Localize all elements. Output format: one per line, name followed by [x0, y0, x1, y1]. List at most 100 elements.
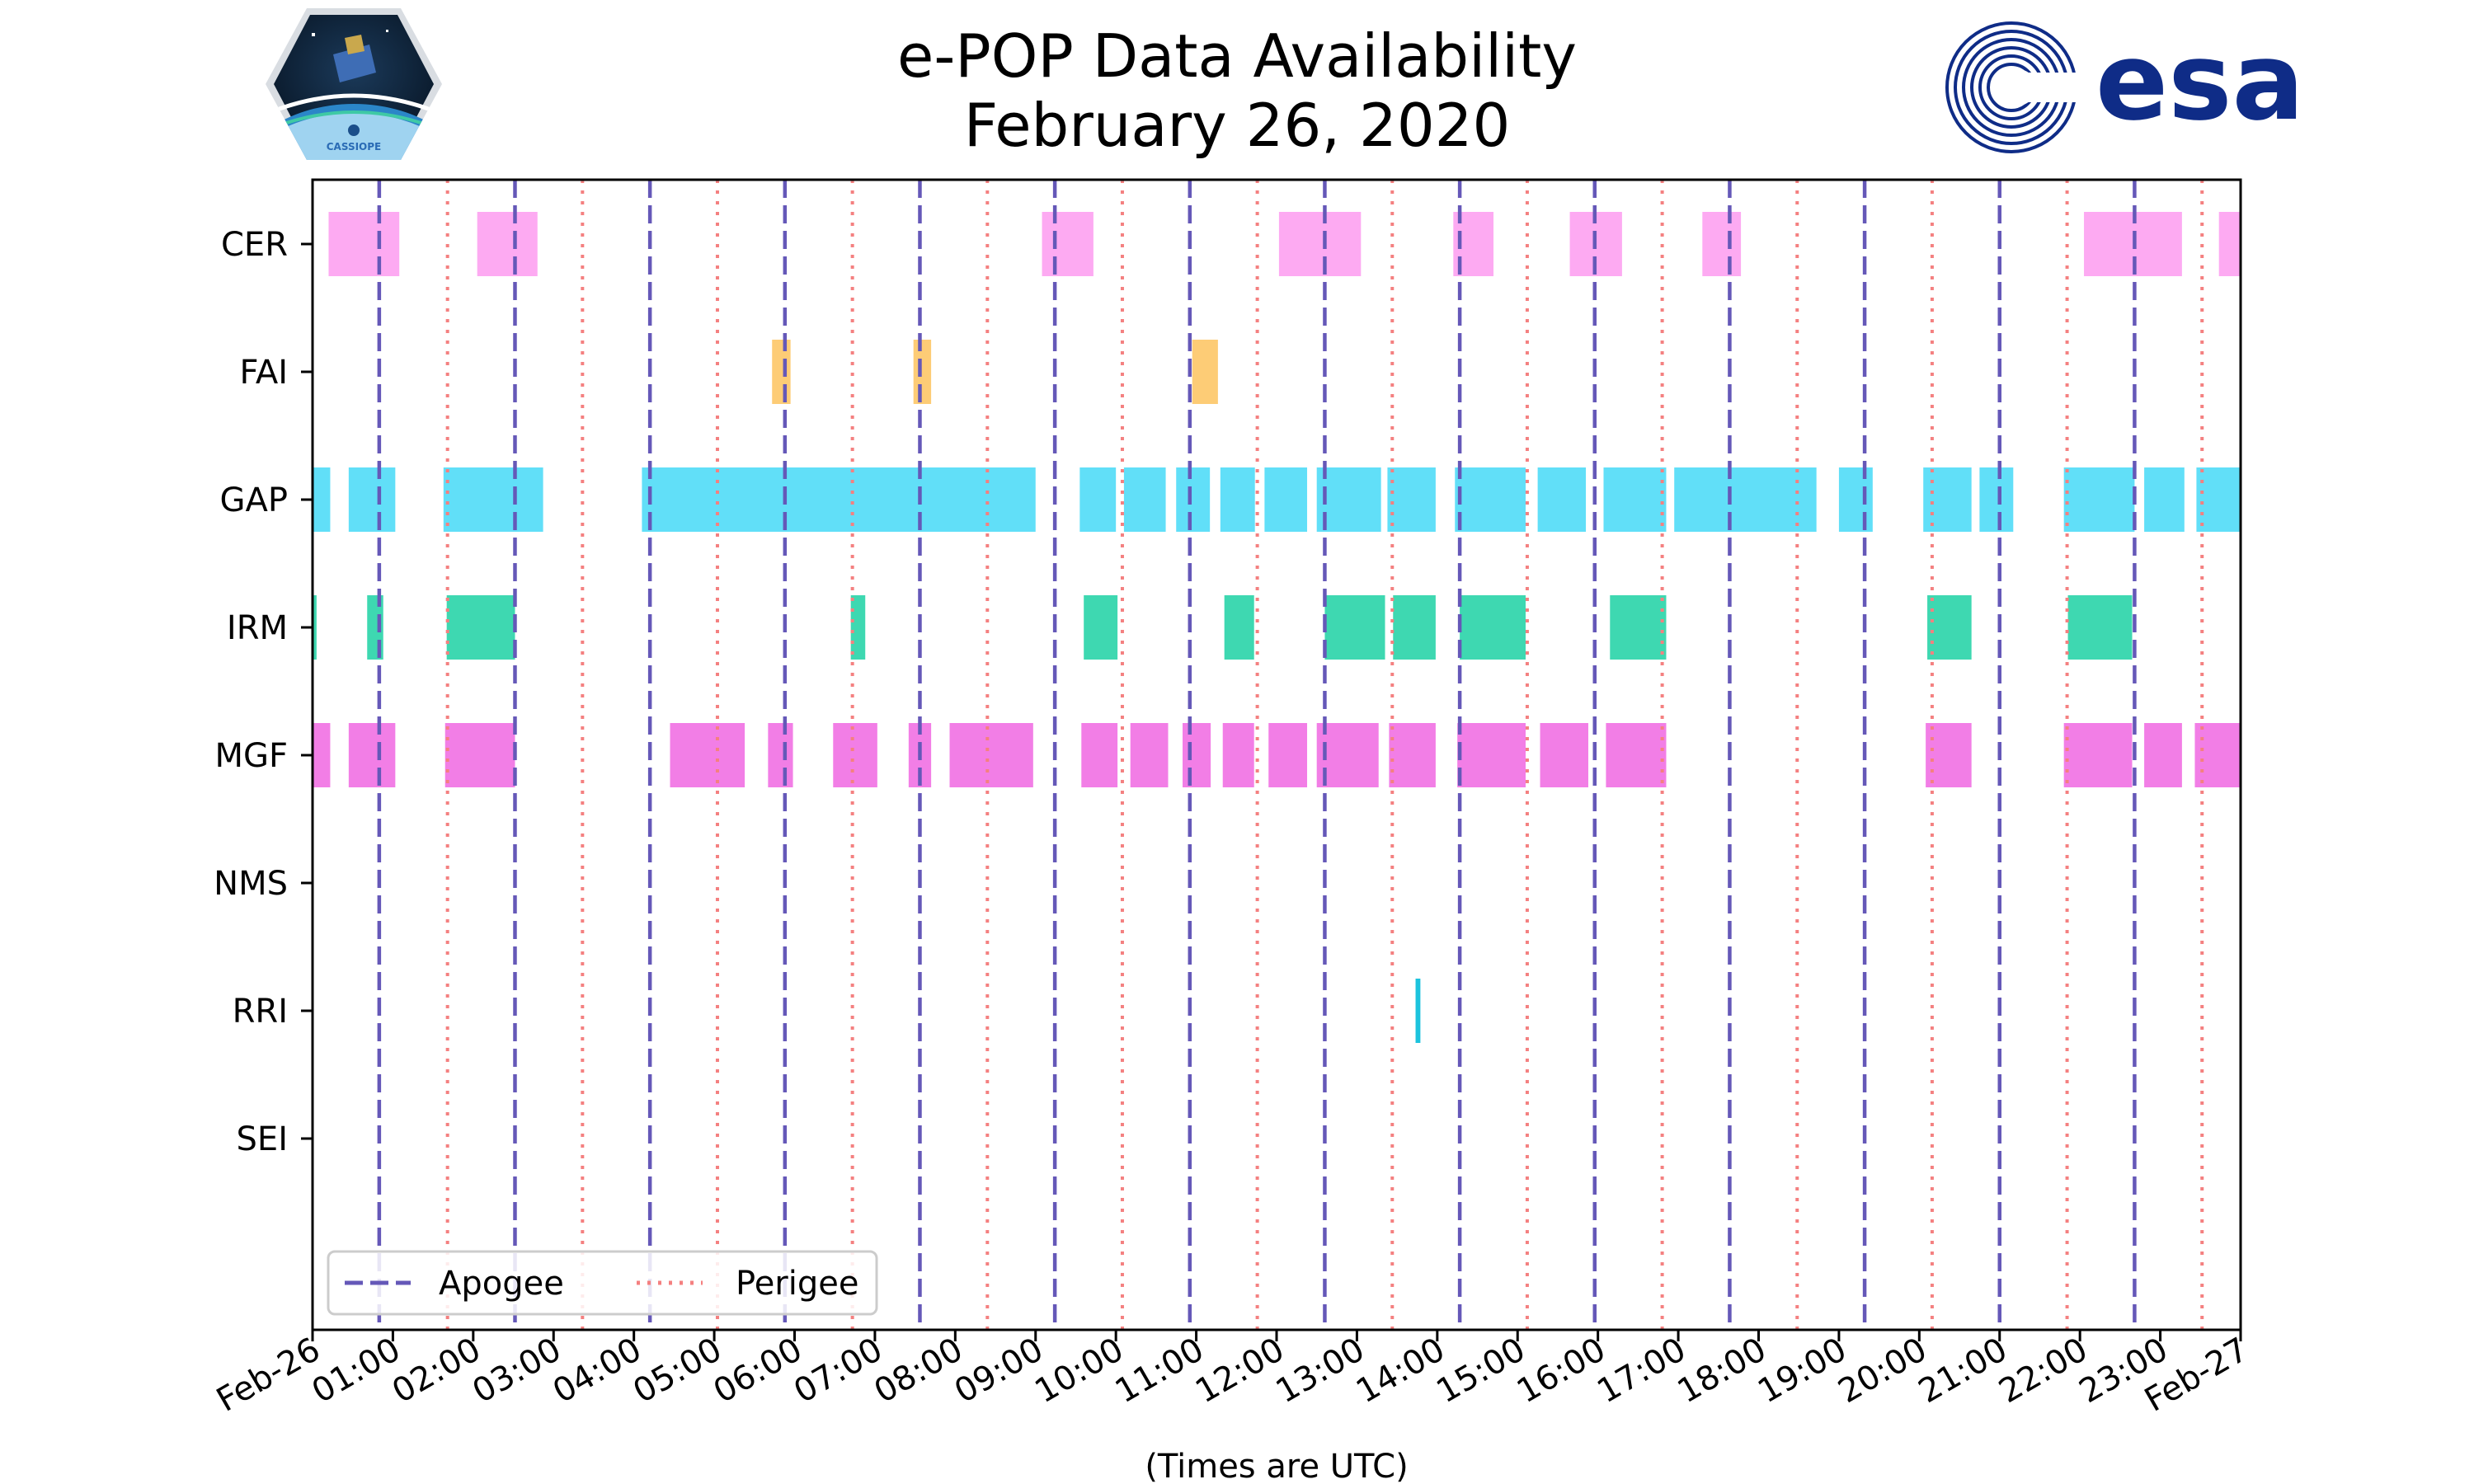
chart-title-line-1: e-POP Data Availability — [897, 21, 1577, 91]
x-tick-label-5: 05:00 — [627, 1331, 728, 1411]
bar-gap-7 — [1220, 467, 1255, 532]
x-tick-label-7: 07:00 — [788, 1331, 889, 1411]
bar-irm-9 — [1610, 595, 1667, 660]
bar-gap-13 — [1603, 467, 1667, 532]
bar-gap-1 — [348, 467, 396, 532]
bar-gap-16 — [1923, 467, 1972, 532]
x-tick-label-12: 12:00 — [1189, 1331, 1291, 1411]
bar-mgf-16 — [1540, 723, 1588, 787]
bar-mgf-1 — [348, 723, 396, 787]
bar-mgf-12 — [1268, 723, 1308, 787]
bar-cer-2 — [1042, 212, 1094, 276]
orbit-lines-layer — [377, 180, 2204, 1330]
y-tick-label-rri: RRI — [233, 993, 288, 1031]
y-tick-label-irm: IRM — [227, 609, 288, 647]
chart-title-line-2: February 26, 2020 — [963, 91, 1511, 160]
bar-irm-6 — [1324, 595, 1385, 660]
bar-mgf-11 — [1222, 723, 1254, 787]
bar-gap-15 — [1838, 467, 1873, 532]
x-tick-label-17: 17:00 — [1591, 1331, 1692, 1411]
bar-gap-4 — [1079, 467, 1117, 532]
y-axis: CER FAI GAP IRM MGF NMS RRI SEI — [214, 226, 313, 1158]
bar-gap-0 — [313, 467, 331, 532]
bar-cer-0 — [328, 212, 400, 276]
x-tick-label-22: 22:00 — [1992, 1331, 2094, 1411]
bar-mgf-2 — [444, 723, 515, 787]
x-tick-label-15: 15:00 — [1430, 1331, 1531, 1411]
bar-irm-2 — [446, 595, 515, 660]
bar-irm-0 — [313, 595, 317, 660]
x-tick-label-0: Feb-26 — [210, 1331, 327, 1420]
x-axis-label: (Times are UTC) — [1145, 1448, 1408, 1484]
bar-gap-5 — [1123, 467, 1166, 532]
bar-mgf-7 — [949, 723, 1033, 787]
bar-irm-11 — [2067, 595, 2133, 660]
bar-gap-6 — [1176, 467, 1211, 532]
bars-layer — [313, 212, 2241, 1043]
x-tick-label-6: 06:00 — [708, 1331, 809, 1411]
bar-mgf-4 — [768, 723, 793, 787]
y-tick-label-nms: NMS — [214, 865, 288, 903]
x-axis: Feb-2601:0002:0003:0004:0005:0006:0007:0… — [210, 1330, 2255, 1420]
x-tick-label-1: 01:00 — [306, 1331, 407, 1411]
esa-logo-text: esa — [2095, 19, 2304, 144]
bar-gap-12 — [1537, 467, 1587, 532]
bar-mgf-14 — [1389, 723, 1436, 787]
x-tick-label-11: 11:00 — [1109, 1331, 1211, 1411]
x-tick-label-9: 09:00 — [948, 1331, 1050, 1411]
x-tick-label-4: 04:00 — [547, 1331, 648, 1411]
esa-logo: esa — [1945, 19, 2304, 153]
x-tick-label-20: 20:00 — [1832, 1331, 1933, 1411]
bar-irm-4 — [1084, 595, 1118, 660]
bar-gap-2 — [443, 467, 543, 532]
x-tick-label-3: 03:00 — [466, 1331, 567, 1411]
bar-irm-8 — [1460, 595, 1526, 660]
bar-mgf-8 — [1081, 723, 1118, 787]
bar-gap-18 — [2063, 467, 2135, 532]
bar-fai-1 — [913, 340, 932, 404]
bar-irm-3 — [850, 595, 866, 660]
bar-gap-10 — [1387, 467, 1436, 532]
bar-cer-8 — [2218, 212, 2241, 276]
y-tick-label-mgf: MGF — [214, 737, 288, 775]
x-tick-label-19: 19:00 — [1752, 1331, 1853, 1411]
bar-gap-14 — [1674, 467, 1817, 532]
bar-mgf-20 — [2144, 723, 2182, 787]
x-tick-label-14: 14:00 — [1350, 1331, 1451, 1411]
x-tick-label-8: 08:00 — [868, 1331, 969, 1411]
bar-irm-10 — [1927, 595, 1972, 660]
bar-mgf-17 — [1606, 723, 1667, 787]
legend-perigee-label: Perigee — [736, 1265, 858, 1303]
bar-gap-11 — [1455, 467, 1526, 532]
bar-mgf-3 — [670, 723, 745, 787]
bar-mgf-5 — [833, 723, 877, 787]
cassiope-logo: CASSIOPE — [266, 8, 442, 160]
bar-cer-6 — [1702, 212, 1742, 276]
x-tick-label-21: 21:00 — [1912, 1331, 2014, 1411]
x-tick-label-2: 02:00 — [386, 1331, 487, 1411]
bar-mgf-19 — [2063, 723, 2133, 787]
cassiope-logo-text: CASSIOPE — [327, 141, 382, 153]
y-tick-label-sei: SEI — [237, 1120, 288, 1158]
bar-mgf-0 — [313, 723, 331, 787]
bar-mgf-15 — [1457, 723, 1526, 787]
bar-cer-3 — [1278, 212, 1362, 276]
bar-gap-19 — [2144, 467, 2185, 532]
legend-apogee-label: Apogee — [439, 1265, 564, 1303]
x-tick-label-16: 16:00 — [1511, 1331, 1612, 1411]
x-tick-label-18: 18:00 — [1672, 1331, 1773, 1411]
bar-mgf-9 — [1130, 723, 1169, 787]
bar-gap-17 — [1979, 467, 2014, 532]
bar-mgf-18 — [1926, 723, 1972, 787]
legend: Apogee Perigee — [327, 1250, 878, 1316]
bar-rri-0 — [1415, 979, 1421, 1043]
bar-mgf-13 — [1316, 723, 1379, 787]
bar-gap-8 — [1264, 467, 1308, 532]
bar-cer-1 — [477, 212, 538, 276]
bar-fai-0 — [772, 340, 791, 404]
x-tick-label-10: 10:00 — [1028, 1331, 1130, 1411]
y-tick-label-gap: GAP — [220, 481, 288, 519]
y-tick-label-fai: FAI — [240, 354, 289, 392]
bar-fai-2 — [1192, 340, 1218, 404]
